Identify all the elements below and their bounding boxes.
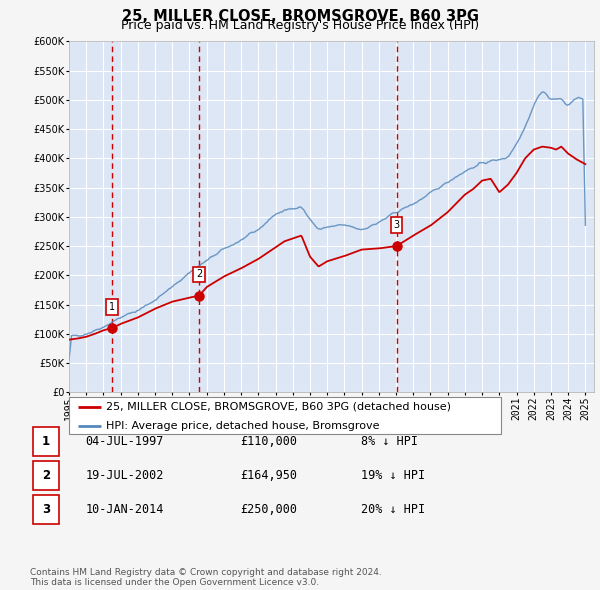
Bar — [33, 496, 59, 524]
Text: 3: 3 — [394, 219, 400, 230]
Text: Price paid vs. HM Land Registry's House Price Index (HPI): Price paid vs. HM Land Registry's House … — [121, 19, 479, 32]
Text: Contains HM Land Registry data © Crown copyright and database right 2024.
This d: Contains HM Land Registry data © Crown c… — [30, 568, 382, 587]
Text: 10-JAN-2014: 10-JAN-2014 — [85, 503, 164, 516]
Text: 1: 1 — [42, 435, 50, 448]
Text: HPI: Average price, detached house, Bromsgrove: HPI: Average price, detached house, Brom… — [106, 421, 379, 431]
Text: 25, MILLER CLOSE, BROMSGROVE, B60 3PG (detached house): 25, MILLER CLOSE, BROMSGROVE, B60 3PG (d… — [106, 402, 451, 412]
Text: 04-JUL-1997: 04-JUL-1997 — [85, 435, 164, 448]
Text: 19-JUL-2002: 19-JUL-2002 — [85, 469, 164, 482]
Text: 8% ↓ HPI: 8% ↓ HPI — [361, 435, 418, 448]
Bar — [33, 427, 59, 455]
Text: £250,000: £250,000 — [240, 503, 297, 516]
Text: 1: 1 — [109, 301, 115, 312]
Text: £164,950: £164,950 — [240, 469, 297, 482]
Text: 2: 2 — [196, 270, 202, 280]
Text: 25, MILLER CLOSE, BROMSGROVE, B60 3PG: 25, MILLER CLOSE, BROMSGROVE, B60 3PG — [121, 9, 479, 24]
Text: 20% ↓ HPI: 20% ↓ HPI — [361, 503, 425, 516]
Text: 3: 3 — [42, 503, 50, 516]
Bar — [33, 461, 59, 490]
Text: £110,000: £110,000 — [240, 435, 297, 448]
Text: 19% ↓ HPI: 19% ↓ HPI — [361, 469, 425, 482]
Text: 2: 2 — [42, 469, 50, 482]
